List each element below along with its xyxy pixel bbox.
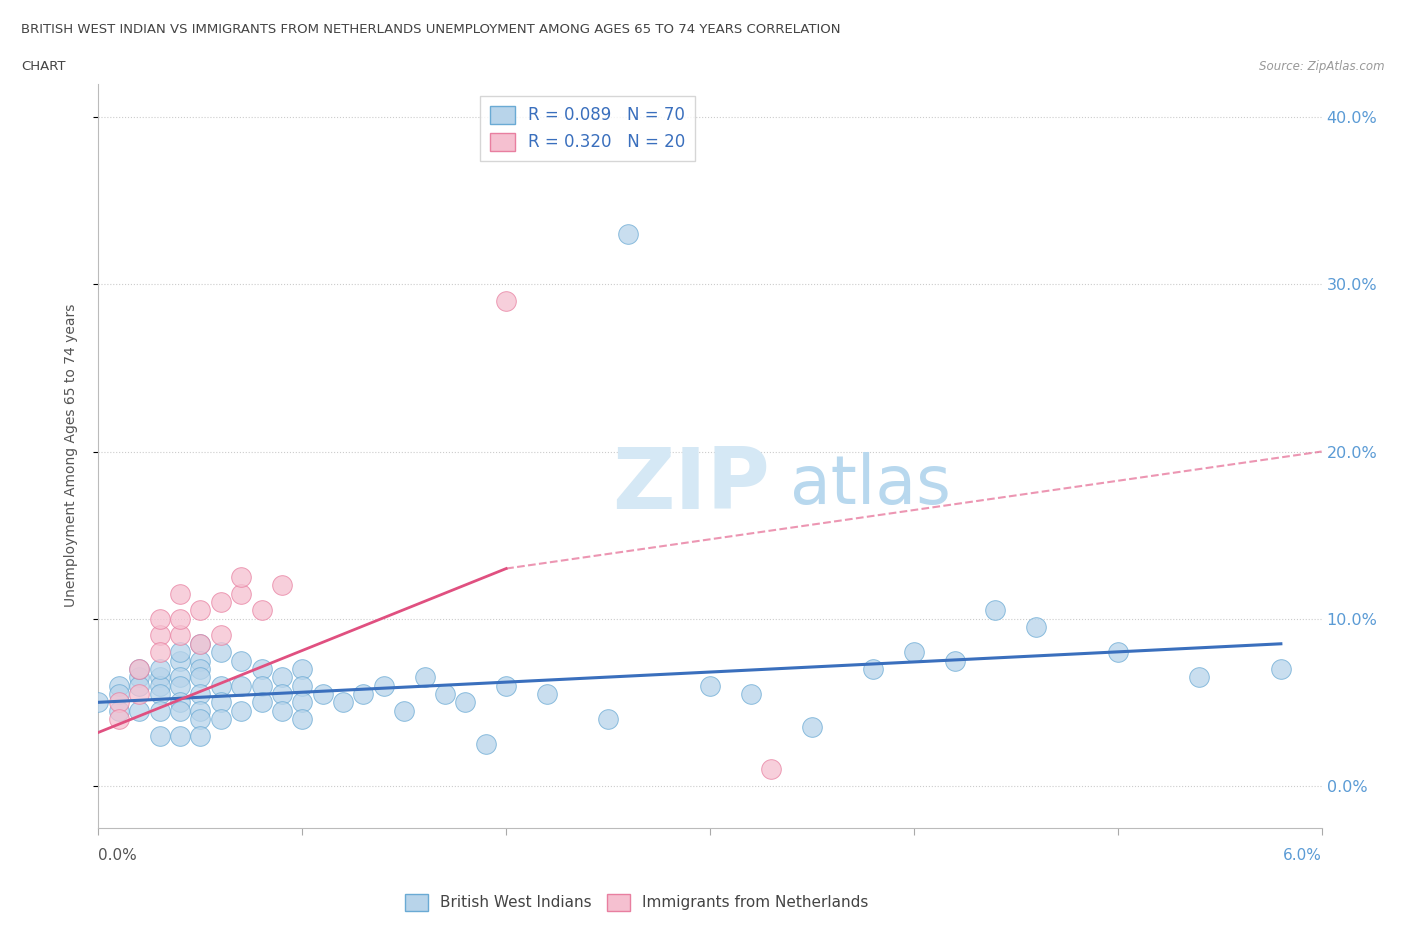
Text: 0.0%: 0.0%: [98, 848, 138, 863]
Point: [188, 686, 212, 701]
Point: [474, 737, 498, 751]
Point: [128, 661, 150, 676]
Point: [984, 603, 1007, 618]
Point: [188, 636, 212, 651]
Point: [149, 670, 172, 684]
Point: [209, 678, 232, 693]
Point: [761, 762, 783, 777]
Point: [311, 686, 335, 701]
Point: [128, 661, 150, 676]
Point: [270, 578, 292, 592]
Point: [231, 586, 253, 601]
Point: [231, 678, 253, 693]
Point: [209, 711, 232, 726]
Point: [128, 703, 150, 718]
Point: [740, 686, 762, 701]
Point: [169, 703, 191, 718]
Point: [231, 703, 253, 718]
Point: [169, 628, 191, 643]
Text: ZIP: ZIP: [612, 444, 770, 527]
Point: [270, 703, 292, 718]
Point: [250, 603, 273, 618]
Point: [903, 644, 925, 659]
Point: [108, 695, 131, 710]
Point: [291, 678, 314, 693]
Point: [188, 636, 212, 651]
Point: [169, 611, 191, 626]
Point: [169, 670, 191, 684]
Point: [169, 678, 191, 693]
Point: [209, 628, 232, 643]
Point: [291, 695, 314, 710]
Point: [392, 703, 416, 718]
Point: [1107, 644, 1129, 659]
Point: [149, 728, 172, 743]
Point: [617, 227, 640, 242]
Point: [943, 653, 966, 668]
Point: [149, 644, 172, 659]
Point: [188, 670, 212, 684]
Point: [332, 695, 354, 710]
Point: [128, 678, 150, 693]
Point: [270, 686, 292, 701]
Point: [149, 703, 172, 718]
Point: [108, 711, 131, 726]
Point: [87, 695, 110, 710]
Text: Source: ZipAtlas.com: Source: ZipAtlas.com: [1260, 60, 1385, 73]
Point: [250, 661, 273, 676]
Point: [108, 678, 131, 693]
Point: [188, 653, 212, 668]
Point: [209, 644, 232, 659]
Point: [108, 703, 131, 718]
Point: [352, 686, 374, 701]
Point: [1188, 670, 1211, 684]
Point: [108, 686, 131, 701]
Point: [169, 728, 191, 743]
Point: [495, 678, 517, 693]
Point: [598, 711, 620, 726]
Point: [209, 594, 232, 609]
Point: [1025, 619, 1047, 634]
Point: [291, 711, 314, 726]
Point: [231, 569, 253, 584]
Point: [454, 695, 477, 710]
Text: atlas: atlas: [790, 453, 950, 518]
Point: [169, 695, 191, 710]
Point: [536, 686, 558, 701]
Point: [495, 294, 517, 309]
Point: [149, 686, 172, 701]
Point: [1270, 661, 1292, 676]
Point: [169, 653, 191, 668]
Point: [188, 711, 212, 726]
Point: [169, 586, 191, 601]
Point: [433, 686, 456, 701]
Point: [209, 695, 232, 710]
Point: [413, 670, 436, 684]
Point: [862, 661, 884, 676]
Text: 6.0%: 6.0%: [1282, 848, 1322, 863]
Point: [231, 653, 253, 668]
Point: [291, 661, 314, 676]
Point: [149, 661, 172, 676]
Point: [149, 628, 172, 643]
Point: [188, 728, 212, 743]
Point: [250, 678, 273, 693]
Point: [188, 661, 212, 676]
Point: [270, 670, 292, 684]
Point: [188, 703, 212, 718]
Point: [699, 678, 721, 693]
Point: [128, 670, 150, 684]
Point: [169, 644, 191, 659]
Legend: British West Indians, Immigrants from Netherlands: British West Indians, Immigrants from Ne…: [399, 888, 875, 917]
Point: [373, 678, 395, 693]
Point: [128, 686, 150, 701]
Text: CHART: CHART: [21, 60, 66, 73]
Point: [801, 720, 824, 735]
Point: [149, 611, 172, 626]
Point: [188, 603, 212, 618]
Point: [250, 695, 273, 710]
Text: BRITISH WEST INDIAN VS IMMIGRANTS FROM NETHERLANDS UNEMPLOYMENT AMONG AGES 65 TO: BRITISH WEST INDIAN VS IMMIGRANTS FROM N…: [21, 23, 841, 36]
Y-axis label: Unemployment Among Ages 65 to 74 years: Unemployment Among Ages 65 to 74 years: [63, 304, 77, 607]
Point: [149, 678, 172, 693]
